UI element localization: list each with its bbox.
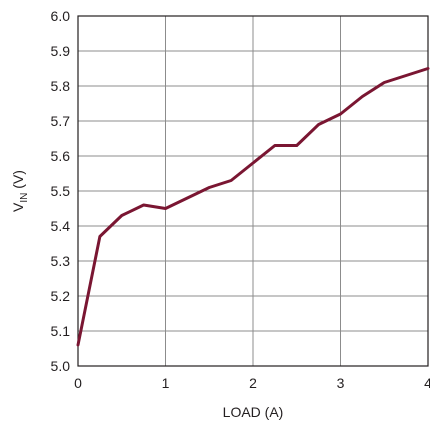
x-tick-label: 3 bbox=[337, 375, 345, 391]
x-tick-label: 2 bbox=[249, 375, 257, 391]
y-tick-label: 5.4 bbox=[51, 218, 71, 234]
y-tick-label: 5.0 bbox=[51, 358, 71, 374]
series-line bbox=[76, 67, 430, 347]
y-tick-label: 5.8 bbox=[51, 78, 71, 94]
y-tick-label: 5.6 bbox=[51, 148, 71, 164]
y-axis-label-subscript: IN bbox=[19, 193, 30, 203]
y-axis-label: VIN (V) bbox=[10, 170, 30, 212]
grid-lines bbox=[78, 16, 428, 366]
series-layer bbox=[76, 67, 430, 347]
y-axis-label-unit: (V) bbox=[10, 170, 26, 193]
y-axis-label-main: V bbox=[10, 202, 26, 212]
y-tick-labels: 5.0 5.1 5.2 5.3 5.4 5.5 5.6 5.7 5.8 5.9 6.0 bbox=[51, 8, 71, 374]
x-axis-label: LOAD (A) bbox=[223, 404, 284, 420]
plot-frame bbox=[77, 15, 429, 367]
y-tick-label: 5.9 bbox=[51, 43, 71, 59]
y-tick-label: 5.3 bbox=[51, 253, 71, 269]
y-tick-label: 6.0 bbox=[51, 8, 71, 24]
y-tick-label: 5.2 bbox=[51, 288, 71, 304]
y-tick-label: 5.5 bbox=[51, 183, 71, 199]
x-tick-label: 1 bbox=[162, 375, 170, 391]
x-tick-label: 4 bbox=[424, 375, 430, 391]
x-tick-labels: 0 1 2 3 4 bbox=[74, 375, 430, 391]
x-tick-label: 0 bbox=[74, 375, 82, 391]
y-tick-label: 5.7 bbox=[51, 113, 71, 129]
y-tick-label: 5.1 bbox=[51, 323, 71, 339]
